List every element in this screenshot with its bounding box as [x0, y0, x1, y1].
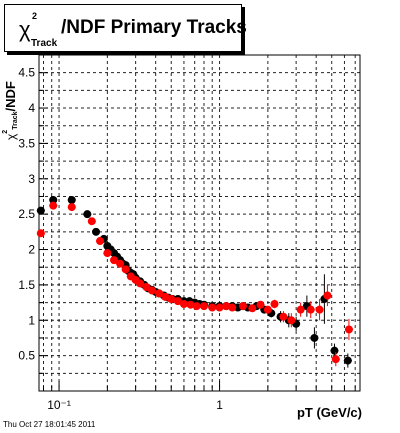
data-point — [96, 237, 105, 246]
data-point — [167, 295, 176, 304]
title-chi-symbol: χ — [19, 17, 31, 42]
data-point — [116, 259, 125, 268]
y-tick-labels: 0.5 1 1.5 2 2.5 3 3.5 4 4.5 — [18, 66, 35, 363]
data-point — [36, 206, 45, 215]
data-point — [330, 346, 339, 355]
data-point — [323, 291, 332, 300]
data-point — [215, 303, 224, 312]
data-point — [173, 297, 182, 306]
data-series — [36, 196, 353, 368]
data-point — [121, 265, 130, 274]
x-axis-label: pT (GeV/c) — [296, 405, 362, 420]
y-axis-label-subscript: Track — [12, 111, 19, 130]
data-point — [331, 355, 340, 364]
data-point — [310, 333, 319, 342]
data-point — [270, 299, 279, 308]
series-red — [36, 201, 353, 367]
data-point — [110, 256, 119, 265]
x-tick-labels: 10⁻¹ 1 — [47, 398, 223, 412]
data-point — [315, 305, 324, 314]
data-point — [49, 201, 58, 210]
data-point — [67, 203, 76, 212]
data-point — [287, 316, 296, 325]
y-axis-label-superscript: 2 — [2, 129, 9, 134]
y-tick-label: 2.5 — [18, 207, 35, 221]
title-subscript: Track — [31, 38, 58, 49]
y-tick-label: 1 — [28, 313, 35, 327]
data-point — [136, 279, 145, 288]
data-point — [279, 312, 288, 321]
x-tick-label: 10⁻¹ — [47, 398, 71, 412]
y-tick-label: 2 — [28, 243, 35, 257]
data-point — [222, 302, 231, 311]
y-tick-label: 1.5 — [18, 278, 35, 292]
data-point — [103, 249, 112, 258]
y-tick-label: 4.5 — [18, 66, 35, 80]
data-point — [179, 299, 188, 308]
chart-title-box: χ 2 Track /NDF Primary Tracks — [4, 4, 247, 52]
y-axis-label: χ2Track/NDF — [2, 10, 19, 140]
title-superscript: 2 — [32, 11, 38, 21]
data-point — [228, 303, 237, 312]
data-point — [155, 289, 164, 298]
data-point — [186, 300, 195, 309]
data-point — [199, 302, 208, 311]
data-point — [306, 305, 315, 314]
data-point — [263, 305, 272, 314]
data-point — [343, 356, 352, 365]
y-tick-label: 3 — [28, 172, 35, 186]
data-point — [344, 325, 353, 334]
data-point — [36, 229, 45, 238]
y-tick-label: 0.5 — [18, 349, 35, 363]
data-point — [49, 196, 58, 205]
data-point — [248, 304, 257, 313]
y-tick-label: 4 — [28, 101, 35, 115]
data-point — [296, 305, 305, 314]
data-point — [192, 302, 201, 311]
y-tick-label: 3.5 — [18, 136, 35, 150]
data-point — [148, 286, 157, 295]
chart-title: /NDF Primary Tracks — [61, 17, 247, 38]
timestamp: Thu Oct 27 18:01:45 2011 — [3, 420, 96, 429]
axis-ticks — [39, 54, 356, 391]
grid-lines — [39, 54, 360, 391]
data-point — [256, 300, 265, 309]
data-point — [142, 283, 151, 292]
y-axis-label-symbol: χ — [4, 133, 18, 140]
data-point — [239, 302, 248, 311]
data-point — [208, 303, 217, 312]
data-point — [92, 227, 101, 236]
y-axis-label-suffix: /NDF — [3, 81, 18, 112]
data-point — [67, 196, 76, 205]
data-point — [87, 217, 96, 226]
x-tick-label: 1 — [216, 398, 223, 412]
data-point — [83, 210, 92, 219]
